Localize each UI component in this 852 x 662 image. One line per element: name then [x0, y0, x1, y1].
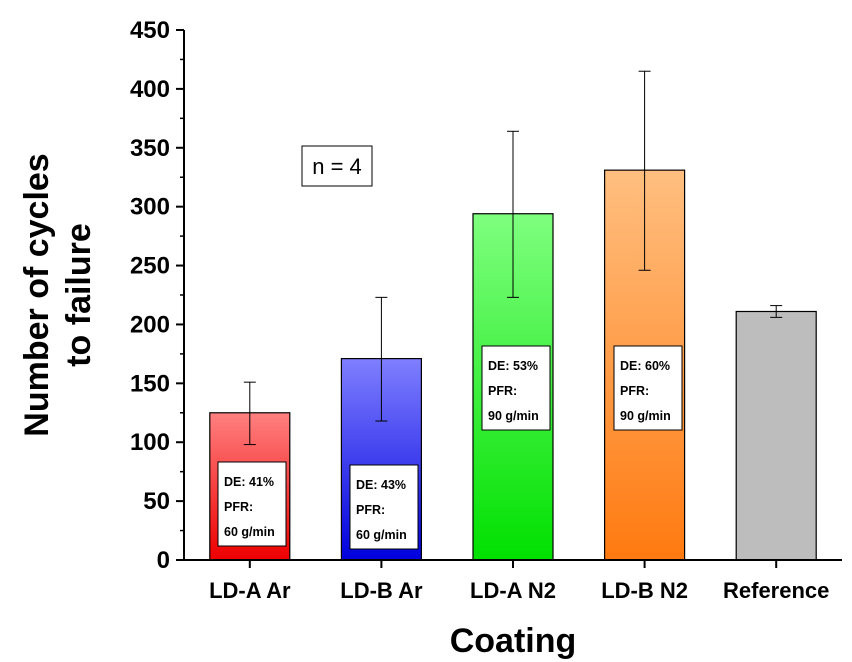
- x-tick-label-reference: Reference: [723, 578, 829, 603]
- y-tick-label: 350: [130, 135, 170, 162]
- x-axis-title: Coating: [450, 622, 577, 660]
- error-bar-ld-b-ar: [375, 296, 388, 422]
- annotation-line: PFR:: [620, 384, 649, 398]
- y-tick-label: 400: [130, 76, 170, 103]
- annotation-ld-b-n2: DE: 60% PFR: 90 g/min: [613, 345, 683, 431]
- y-tick-label: 200: [130, 311, 170, 338]
- annotation-line: DE: 60%: [620, 359, 670, 373]
- y-tick-label: 100: [130, 429, 170, 456]
- annotation-line: DE: 41%: [224, 475, 274, 489]
- annotation-line: DE: 43%: [356, 478, 406, 492]
- annotation-line: PFR:: [356, 503, 385, 517]
- x-tick-label-ld-a-n2: LD-A N2: [470, 578, 556, 603]
- error-bars-layer: [243, 70, 783, 446]
- labels-layer: 0 50 100 150 200 250 300 350 400 450 LD-A Ar LD-B A…: [18, 17, 829, 660]
- annotation-line: 60 g/min: [356, 528, 407, 542]
- y-axis-title-line: to failure: [60, 223, 98, 367]
- error-bar-ld-a-ar: [243, 381, 256, 446]
- annotation-line: 90 g/min: [488, 409, 539, 423]
- annotation-ld-a-ar: DE: 41% PFR: 60 g/min: [217, 461, 287, 547]
- annotation-ld-b-ar: DE: 43% PFR: 60 g/min: [349, 464, 419, 550]
- error-bar-ld-b-n2: [638, 70, 651, 271]
- sample-size-text: n = 4: [312, 154, 362, 179]
- annotation-line: DE: 53%: [488, 359, 538, 373]
- y-tick-label: 150: [130, 370, 170, 397]
- sample-size-note: n = 4: [301, 145, 373, 187]
- annotation-line: PFR:: [488, 384, 517, 398]
- bar-reference: [735, 310, 817, 561]
- y-tick-label: 50: [143, 488, 170, 515]
- annotation-line: 60 g/min: [224, 525, 275, 539]
- x-tick-label-ld-b-n2: LD-B N2: [601, 578, 688, 603]
- y-tick-label: 250: [130, 253, 170, 280]
- y-tick-label: 300: [130, 194, 170, 221]
- x-tick-label-ld-b-ar: LD-B Ar: [340, 578, 423, 603]
- annotation-line: PFR:: [224, 500, 253, 514]
- x-tick-label-ld-a-ar: LD-A Ar: [209, 578, 291, 603]
- annotation-ld-a-n2: DE: 53% PFR: 90 g/min: [481, 345, 551, 431]
- y-tick-label: 0: [157, 547, 170, 574]
- y-tick-label: 450: [130, 17, 170, 44]
- y-axis-title-line: Number of cycles: [18, 153, 56, 436]
- axes-layer: [176, 29, 842, 568]
- y-axis-title: Number of cycles to failure: [18, 153, 98, 436]
- annotation-line: 90 g/min: [620, 409, 671, 423]
- error-bar-ld-a-n2: [507, 130, 519, 298]
- error-bar-reference: [770, 305, 783, 318]
